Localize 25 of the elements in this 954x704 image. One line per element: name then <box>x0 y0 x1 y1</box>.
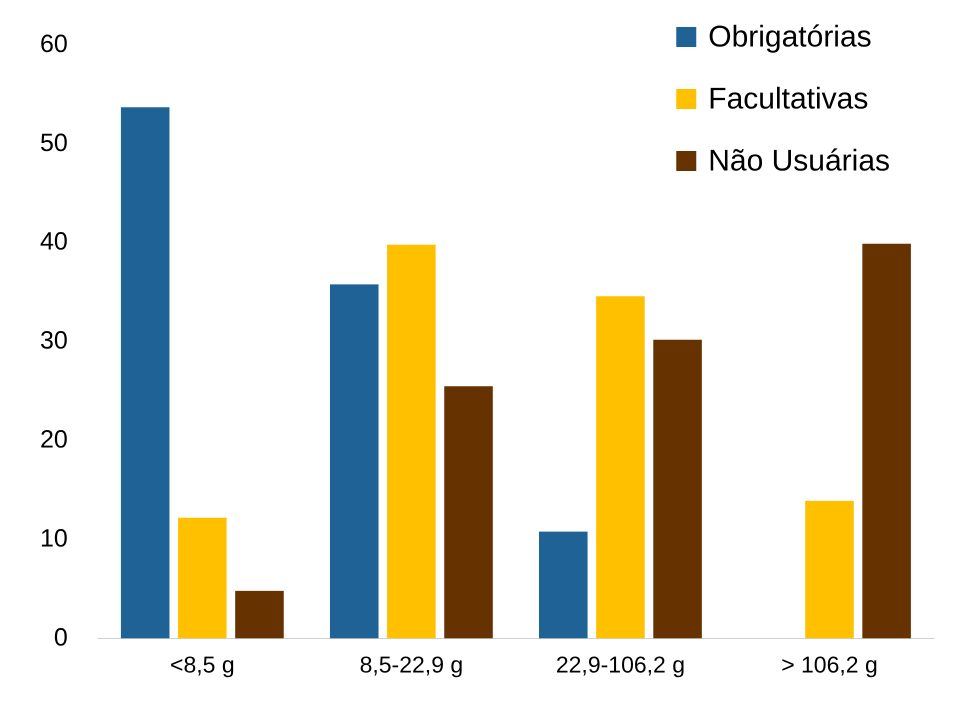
y-tick-label: 0 <box>54 623 68 652</box>
x-tick-label: > 106,2 g <box>781 652 878 678</box>
bar <box>387 244 436 638</box>
y-tick-label: 20 <box>40 425 68 454</box>
y-tick-label: 40 <box>40 228 68 256</box>
bar <box>120 107 170 638</box>
x-tick-label: 8,5-22,9 g <box>360 652 464 678</box>
legend-label: Facultativas <box>708 82 868 116</box>
bar <box>653 340 702 638</box>
bar <box>862 244 911 638</box>
y-tick-label: 60 <box>40 30 68 58</box>
x-tick-label: 22,9-106,2 g <box>556 652 686 678</box>
legend-label: Não Usuárias <box>708 144 890 178</box>
y-tick-label: 10 <box>40 524 68 552</box>
bar <box>596 296 645 638</box>
y-tick-label: 30 <box>40 326 68 355</box>
bar <box>235 590 284 638</box>
bar <box>539 532 588 638</box>
bar <box>330 284 379 638</box>
bar <box>178 518 227 638</box>
x-tick-label: <8,5 g <box>170 652 235 678</box>
bar <box>805 500 854 638</box>
y-tick-label: 50 <box>40 128 68 157</box>
bar <box>444 386 493 638</box>
legend-label: Obrigatórias <box>708 20 872 54</box>
